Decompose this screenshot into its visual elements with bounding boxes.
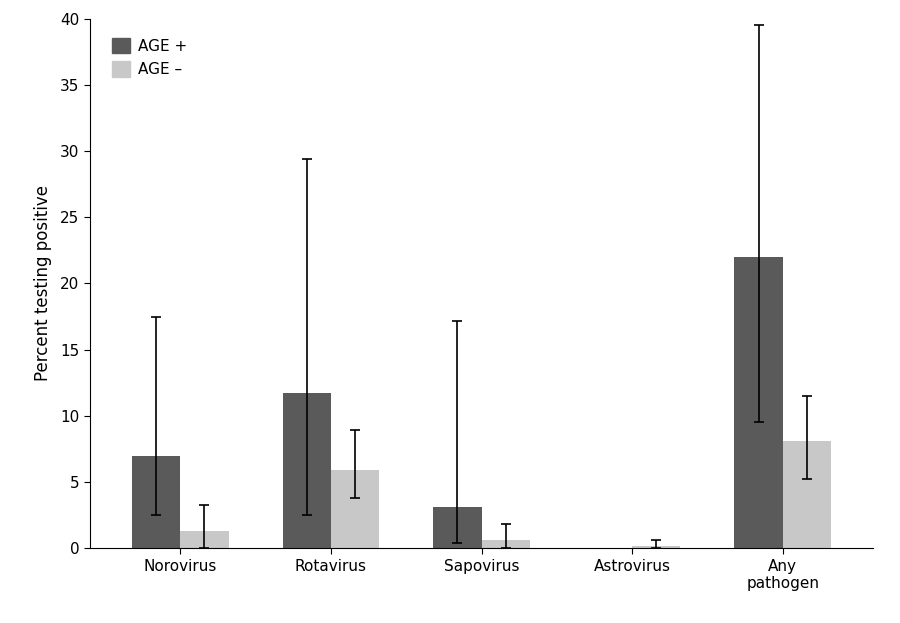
Bar: [482, 540, 530, 548]
Bar: [783, 441, 831, 548]
Bar: [283, 393, 331, 548]
Bar: [632, 546, 680, 548]
Legend: AGE +, AGE –: AGE +, AGE –: [105, 32, 193, 83]
Bar: [433, 507, 482, 548]
Y-axis label: Percent testing positive: Percent testing positive: [34, 186, 52, 381]
Bar: [180, 531, 229, 548]
Bar: [132, 455, 180, 548]
Bar: [331, 470, 379, 548]
Bar: [734, 257, 783, 548]
